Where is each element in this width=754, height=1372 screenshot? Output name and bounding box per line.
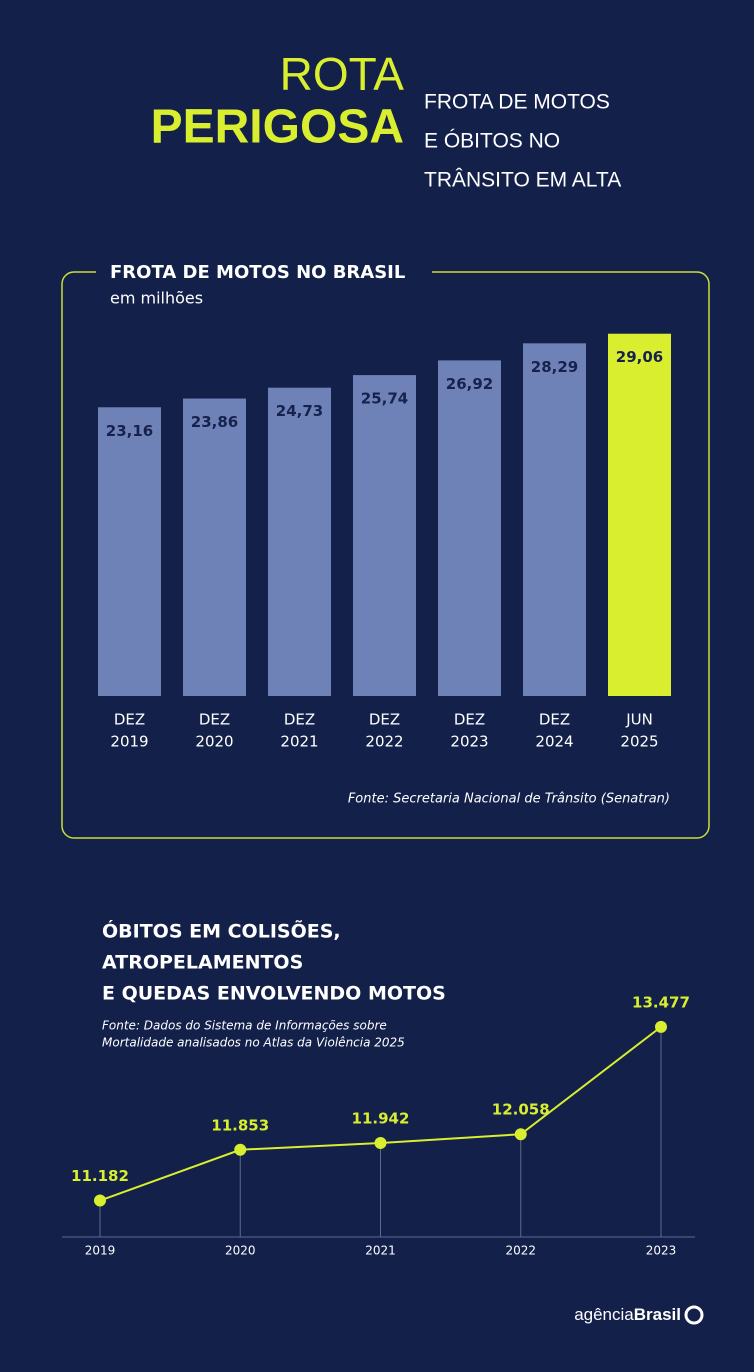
logo-part: Brasil [634, 1305, 681, 1324]
title-line: ROTA [280, 48, 405, 100]
value-label: 11.182 [71, 1167, 129, 1185]
chart-source: Fonte: Secretaria Nacional de Trânsito (… [348, 792, 670, 807]
x-tick-label: 2024 [535, 733, 573, 751]
x-tick-label: 2020 [195, 733, 233, 751]
subtitle-line: E ÓBITOS NO [424, 130, 560, 153]
x-tick-label: 2020 [225, 1244, 256, 1258]
chart-title: ATROPELAMENTOS [102, 952, 303, 974]
bar [608, 333, 671, 696]
x-tick-label: DEZ [539, 711, 570, 729]
value-label: 25,74 [361, 390, 408, 408]
x-tick-label: DEZ [454, 711, 485, 729]
point [234, 1143, 247, 1156]
x-tick-label: 2022 [505, 1244, 536, 1258]
x-tick-label: 2025 [620, 733, 658, 751]
bar [268, 387, 331, 696]
point [514, 1128, 527, 1141]
x-tick-label: 2021 [365, 1244, 396, 1258]
value-label: 11.853 [211, 1116, 269, 1134]
value-label: 28,29 [531, 358, 578, 376]
value-label: 13.477 [632, 993, 690, 1011]
frame-gap [96, 262, 432, 282]
point [94, 1194, 106, 1207]
logo: agênciaBrasil [574, 1305, 681, 1324]
chart-title: FROTA DE MOTOS NO BRASIL [110, 262, 405, 283]
x-tick-label: 2022 [365, 733, 403, 751]
chart-subtitle: em milhões [110, 289, 203, 308]
bar [523, 343, 586, 696]
value-label: 12.058 [492, 1101, 550, 1119]
point [374, 1137, 387, 1150]
x-tick-label: 2023 [646, 1244, 677, 1258]
value-label: 11.942 [352, 1110, 410, 1128]
bar [98, 407, 161, 696]
x-tick-label: 2019 [110, 733, 148, 751]
logo-part: agência [574, 1305, 634, 1324]
point [655, 1020, 667, 1033]
x-tick-label: JUN [625, 711, 653, 729]
x-tick-label: DEZ [284, 711, 315, 729]
value-label: 23,86 [191, 413, 238, 431]
chart-title: ÓBITOS EM COLISÕES, [102, 919, 341, 943]
value-label: 23,16 [106, 422, 153, 440]
x-tick-label: DEZ [114, 711, 145, 729]
bar [183, 398, 246, 696]
logo-icon [684, 1305, 704, 1325]
x-tick-label: DEZ [199, 711, 230, 729]
value-label: 26,92 [446, 375, 493, 393]
chart-source: Mortalidade analisados no Atlas da Violê… [102, 1036, 405, 1050]
title-line: PERIGOSA [151, 101, 404, 154]
x-tick-label: 2019 [85, 1244, 116, 1258]
bar [438, 360, 501, 696]
value-label: 29,06 [616, 348, 663, 366]
subtitle-line: TRÂNSITO EM ALTA [424, 169, 621, 192]
x-tick-label: 2021 [280, 733, 318, 751]
subtitle-line: FROTA DE MOTOS [424, 91, 610, 114]
x-tick-label: 2023 [450, 733, 488, 751]
chart-title: E QUEDAS ENVOLVENDO MOTOS [102, 983, 446, 1005]
value-label: 24,73 [276, 402, 323, 420]
bar [353, 375, 416, 696]
x-tick-label: DEZ [369, 711, 400, 729]
chart-source: Fonte: Dados do Sistema de Informações s… [102, 1019, 387, 1033]
